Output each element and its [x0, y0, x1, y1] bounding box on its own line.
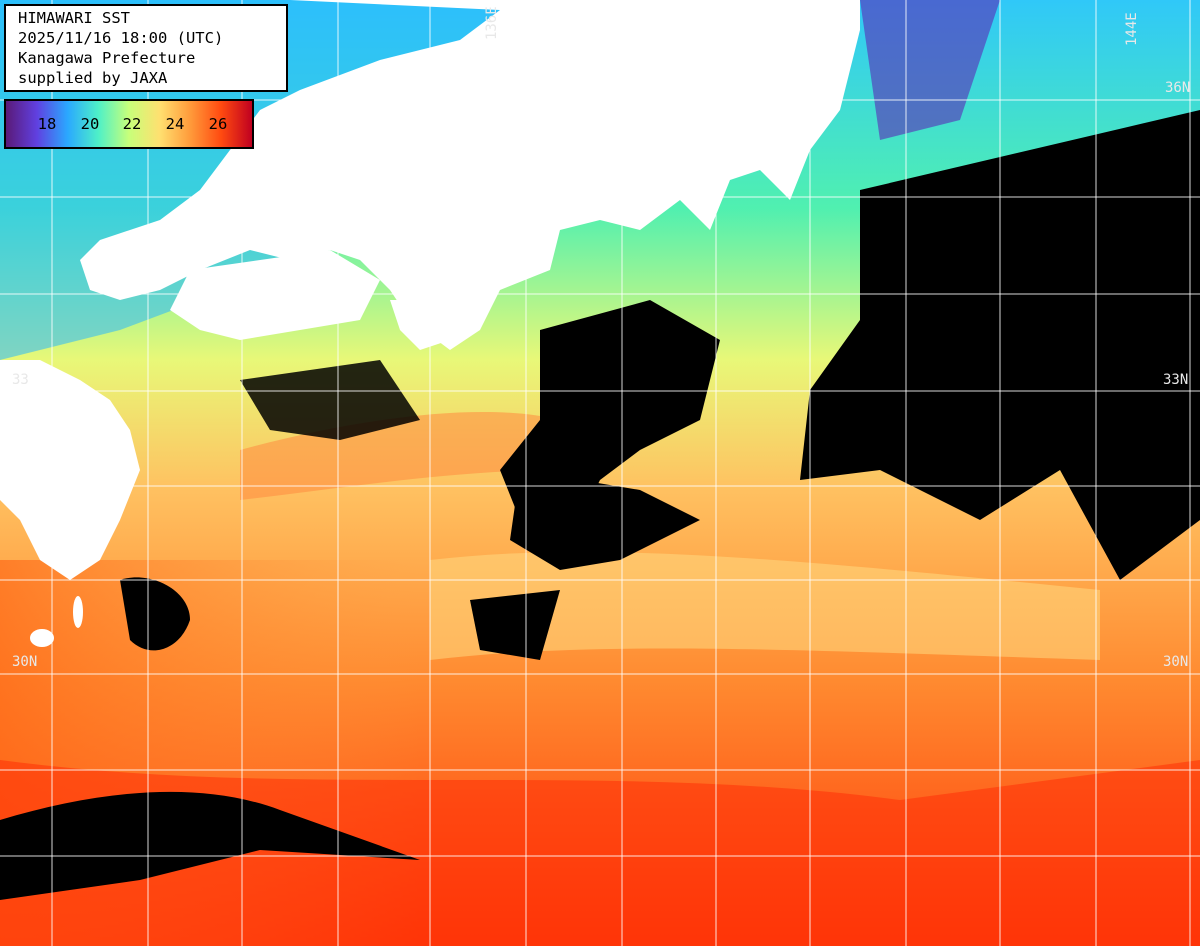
cloud-north-kii [240, 360, 420, 440]
timestamp-line: 2025/11/16 18:00 (UTC) [18, 29, 224, 47]
grid-label-33-left: 33 [12, 372, 29, 388]
grid-label-33n: 33N [1163, 372, 1189, 388]
credit-line: supplied by JAXA [18, 69, 168, 87]
legend-color-bar [6, 101, 252, 147]
cloud-west-island [120, 577, 190, 651]
legend-tick-26: 26 [208, 115, 228, 133]
land-small-island [30, 629, 54, 647]
grid-label-30n-left: 30N [12, 654, 38, 670]
region-line: Kanagawa Prefecture [18, 49, 196, 67]
land-honshu [80, 0, 860, 350]
land-kyushu [0, 360, 140, 580]
legend-tick-24: 24 [165, 115, 185, 133]
cloud-central-2 [510, 470, 700, 570]
land-small-island-2 [73, 596, 83, 628]
grid-label-36n: 36N [1165, 80, 1191, 96]
cold-ne-water [860, 0, 1000, 140]
land-kii-peninsula [390, 300, 450, 350]
hot-south-band [0, 760, 1200, 946]
grid-label-136e: 136E [484, 6, 500, 40]
color-legend: 18 20 22 24 26 [4, 99, 254, 149]
title-line: HIMAWARI SST [18, 9, 130, 27]
land-shikoku [170, 250, 380, 340]
cloud-south-west [0, 791, 420, 900]
legend-tick-22: 22 [122, 115, 142, 133]
pale-band [430, 551, 1100, 660]
legend-tick-18: 18 [37, 115, 57, 133]
grid-label-144e: 144E [1124, 12, 1140, 46]
cloud-mid [470, 590, 560, 660]
legend-tick-20: 20 [80, 115, 100, 133]
grid-label-30n-right: 30N [1163, 654, 1189, 670]
info-box: HIMAWARI SST 2025/11/16 18:00 (UTC) Kana… [4, 4, 288, 92]
